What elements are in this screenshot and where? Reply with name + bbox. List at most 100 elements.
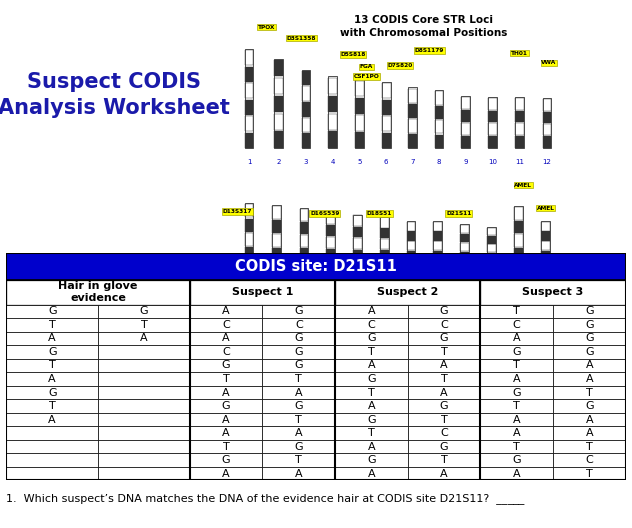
Bar [335,279,480,305]
Bar [335,386,408,399]
Bar [460,243,468,251]
Bar [6,345,98,359]
Bar [326,249,335,260]
Bar [515,124,524,135]
Bar [300,222,308,234]
Text: A: A [295,469,303,479]
Bar [434,251,442,260]
Text: A: A [49,333,56,343]
Bar [408,454,480,467]
Text: 3: 3 [303,159,308,165]
Text: A: A [368,361,375,371]
Text: A: A [585,374,593,384]
Bar [6,253,626,279]
Bar [6,426,98,440]
Text: A: A [222,306,230,316]
Text: 4: 4 [331,159,335,165]
Bar [355,115,364,130]
Bar [553,467,626,480]
Bar [335,413,408,426]
Bar [408,318,480,332]
Bar [245,203,253,260]
Bar [98,413,190,426]
Bar [190,318,262,332]
Text: X: X [516,271,521,277]
Bar [380,216,389,260]
Bar [300,209,308,221]
Bar [553,372,626,386]
Text: T: T [295,374,302,384]
Text: G: G [367,374,376,384]
Bar [542,231,550,241]
Text: A: A [513,469,521,479]
Bar [262,440,335,454]
Text: G: G [585,333,593,343]
Bar [262,467,335,480]
Bar [6,440,98,454]
Bar [408,119,416,133]
Text: C: C [222,320,230,330]
Bar [480,372,553,386]
Text: 15: 15 [300,271,308,277]
Bar [553,413,626,426]
Bar [408,305,480,318]
Bar [274,59,283,148]
Bar [6,359,98,372]
Text: G: G [48,388,56,398]
Text: D3S1358: D3S1358 [286,35,316,41]
Text: T: T [586,441,593,451]
Text: G: G [222,455,231,465]
Text: A: A [368,401,375,411]
Bar [514,248,523,260]
Text: 21: 21 [459,271,469,277]
Text: 19: 19 [406,271,415,277]
Text: A: A [585,428,593,438]
Bar [460,252,468,260]
Bar [335,359,408,372]
Text: T: T [441,414,447,425]
Text: 11: 11 [515,159,524,165]
Bar [98,426,190,440]
Bar [480,399,553,413]
Text: A: A [222,333,230,343]
Bar [98,467,190,480]
Bar [515,98,524,110]
Text: Analysis Worksheet: Analysis Worksheet [0,98,229,118]
Bar [514,234,523,247]
Text: T: T [513,361,520,371]
Bar [272,234,281,247]
Bar [480,413,553,426]
Bar [480,345,553,359]
Text: 9: 9 [463,159,468,165]
Text: with Chromosomal Positions: with Chromosomal Positions [340,29,507,39]
Text: G: G [48,306,56,316]
Bar [98,372,190,386]
Bar [353,227,362,238]
Text: G: G [48,347,56,357]
Text: C: C [441,320,448,330]
Bar [488,98,497,110]
Text: Suspect 1: Suspect 1 [232,287,293,297]
Bar [98,332,190,345]
Bar [353,214,362,260]
Bar [461,96,470,148]
Bar [480,359,553,372]
Bar [6,454,98,467]
Bar [328,77,337,148]
Bar [335,467,408,480]
Bar [6,332,98,345]
Bar [406,221,415,260]
Text: G: G [440,441,448,451]
Bar [408,134,416,148]
Text: G: G [140,306,149,316]
Text: 5: 5 [357,159,362,165]
Bar [274,78,283,95]
Text: G: G [295,306,303,316]
Bar [480,386,553,399]
Bar [515,97,524,148]
Bar [301,118,310,132]
Text: FGA: FGA [360,64,374,69]
Bar [328,78,337,95]
Bar [190,372,262,386]
Bar [461,97,470,109]
